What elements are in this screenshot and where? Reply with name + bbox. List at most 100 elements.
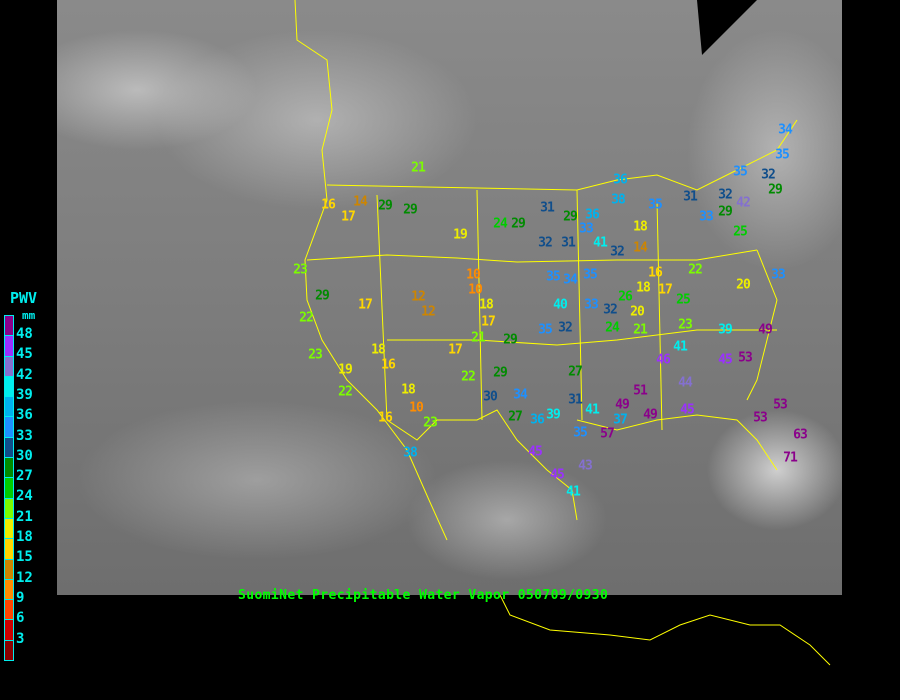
station-pwv-value: 33 (584, 297, 599, 313)
legend-tick-label: 27 (16, 468, 33, 485)
legend-tick-label: 24 (16, 488, 33, 505)
station-pwv-value: 25 (733, 224, 748, 240)
station-pwv-value: 29 (718, 204, 733, 220)
station-pwv-value: 42 (736, 195, 751, 211)
station-pwv-value: 43 (578, 458, 593, 474)
legend-swatch (4, 315, 14, 337)
station-pwv-value: 36 (530, 412, 545, 428)
political-boundaries (294, 0, 798, 541)
station-pwv-value: 21 (471, 330, 486, 346)
station-pwv-value: 41 (673, 339, 688, 355)
station-pwv-value: 18 (633, 219, 648, 235)
station-pwv-value: 35 (546, 269, 561, 285)
station-pwv-value: 32 (558, 320, 573, 336)
station-pwv-value: 17 (358, 297, 373, 313)
legend-swatch (4, 640, 14, 662)
station-pwv-value: 26 (618, 289, 633, 305)
legend-tick-label: 33 (16, 427, 33, 444)
legend-swatch (4, 539, 14, 560)
legend-tick-label: 21 (16, 508, 33, 525)
station-pwv-value: 10 (466, 267, 481, 283)
station-pwv-value: 40 (553, 297, 568, 313)
station-pwv-value: 22 (299, 310, 314, 326)
pwv-color-legend (4, 315, 14, 662)
station-pwv-value: 30 (483, 389, 498, 405)
station-pwv-value: 23 (293, 262, 308, 278)
legend-swatch (4, 376, 14, 398)
station-pwv-value: 10 (409, 400, 424, 416)
station-pwv-value: 49 (615, 397, 630, 413)
station-pwv-value: 29 (493, 365, 508, 381)
legend-tick-label: 18 (16, 529, 33, 545)
station-pwv-value: 14 (353, 194, 368, 210)
station-pwv-value: 22 (338, 384, 353, 400)
station-pwv-value: 16 (648, 265, 663, 281)
legend-tick-label: 36 (16, 407, 33, 424)
station-pwv-value: 22 (461, 369, 476, 385)
station-pwv-value: 71 (783, 450, 798, 466)
station-pwv-value: 57 (600, 426, 615, 442)
station-pwv-value: 25 (676, 292, 691, 308)
station-pwv-value: 24 (493, 216, 508, 232)
station-pwv-value: 53 (753, 410, 768, 426)
legend-tick-label: 30 (16, 447, 33, 464)
legend-title: PWV (10, 289, 38, 307)
legend-tick-label: 42 (16, 366, 33, 383)
map-caption: SuomiNet Precipitable Water Vapor 050709… (238, 588, 609, 603)
station-pwv-value: 12 (421, 304, 436, 320)
station-pwv-value: 45 (528, 444, 543, 460)
station-pwv-value: 31 (683, 189, 698, 205)
station-pwv-value: 10 (468, 282, 483, 298)
station-pwv-value: 32 (718, 187, 733, 203)
legend-swatch (4, 579, 14, 601)
station-pwv-value: 29 (768, 182, 783, 198)
station-pwv-value: 33 (699, 209, 714, 225)
legend-tick-label: 9 (16, 589, 25, 606)
station-pwv-value: 21 (411, 160, 426, 176)
station-pwv-value: 53 (773, 397, 788, 413)
station-pwv-value: 32 (761, 167, 776, 183)
station-pwv-value: 21 (633, 322, 648, 338)
station-pwv-value: 33 (771, 267, 786, 283)
station-pwv-value: 49 (643, 407, 658, 423)
legend-swatch (4, 437, 14, 459)
legend-swatch (4, 498, 14, 519)
legend-tick-label: 12 (16, 569, 33, 586)
station-pwv-value: 32 (538, 235, 553, 251)
station-pwv-value: 44 (678, 375, 693, 391)
legend-swatch (4, 518, 14, 540)
satellite-map: 34 35 35 32 29 36 38 35 31 32 42 29 33 31 29 36 24 29 21 29… (57, 0, 842, 595)
station-pwv-value: 45 (550, 467, 565, 483)
station-pwv-value: 16 (321, 197, 336, 213)
station-pwv-value: 19 (453, 227, 468, 243)
station-pwv-value: 35 (573, 425, 588, 441)
station-pwv-value: 29 (563, 209, 578, 225)
station-pwv-value: 45 (680, 402, 695, 418)
station-pwv-value: 16 (378, 410, 393, 426)
station-pwv-value: 14 (633, 240, 648, 256)
station-pwv-value: 23 (678, 317, 693, 333)
legend-swatch (4, 336, 14, 357)
station-pwv-value: 18 (371, 342, 386, 358)
legend-swatch (4, 458, 14, 479)
station-pwv-value: 32 (603, 302, 618, 318)
station-pwv-value: 46 (656, 352, 671, 368)
station-pwv-value: 35 (583, 267, 598, 283)
station-pwv-value: 35 (733, 164, 748, 180)
station-pwv-value: 23 (423, 415, 438, 431)
station-pwv-value: 29 (503, 332, 518, 348)
station-pwv-value: 17 (658, 282, 673, 298)
station-pwv-value: 18 (479, 297, 494, 313)
station-pwv-value: 34 (778, 122, 793, 138)
legend-swatch (4, 559, 14, 580)
station-pwv-value: 29 (403, 202, 418, 218)
legend-tick-label: 39 (16, 386, 33, 403)
mexico-coastline (499, 595, 831, 666)
station-pwv-value: 35 (538, 322, 553, 338)
station-pwv-value: 18 (401, 382, 416, 398)
station-pwv-value: 20 (736, 277, 751, 293)
legend-tick-label: 15 (16, 549, 33, 566)
station-pwv-value: 37 (613, 412, 628, 428)
legend-swatch (4, 417, 14, 438)
legend-swatch (4, 356, 14, 377)
